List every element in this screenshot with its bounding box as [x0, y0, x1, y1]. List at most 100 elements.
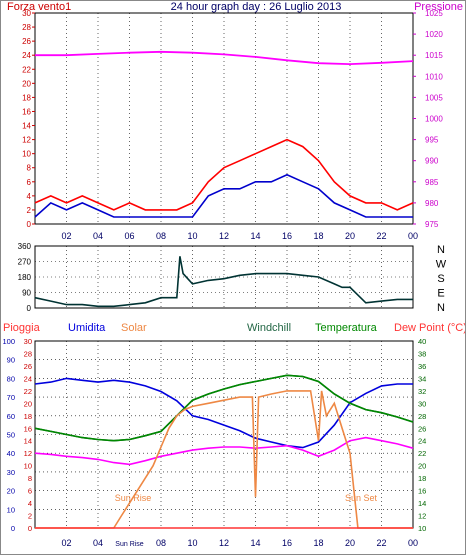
temperature-tick-label: 40	[418, 337, 426, 346]
time-tick-label: 16	[282, 538, 292, 548]
legend-label: Umidita	[68, 322, 106, 334]
pressure-tick-label: 980	[425, 199, 439, 208]
humidity-tick-label: 10	[7, 505, 15, 514]
temperature-tick-label: 18	[418, 474, 426, 483]
humidity-tick-label: 100	[2, 337, 15, 346]
humidity-tick-label: 80	[7, 374, 15, 383]
wind-tick-label: 16	[22, 107, 31, 116]
wind-tick-label: 24	[22, 51, 31, 60]
compass-label: N	[437, 302, 445, 314]
pressure-axis-label: Pressione	[414, 1, 463, 13]
time-tick-label: 06	[124, 231, 134, 241]
wind-tick-label: 6	[27, 178, 32, 187]
pressure-tick-label: 1000	[425, 115, 443, 124]
wind-tick-label: 26	[22, 37, 31, 46]
wind-tick-label: 12	[22, 136, 31, 145]
wind-direction-line	[34, 256, 413, 308]
wind-tick-label: 20	[22, 79, 31, 88]
rain-tick-label: 22	[24, 387, 32, 396]
dew-point-c-line	[34, 436, 414, 466]
temperature-tick-label: 22	[418, 449, 426, 458]
temperature-tick-label: 38	[418, 349, 426, 358]
humidity-tick-label: 20	[7, 487, 15, 496]
wind-tick-label: 4	[27, 192, 32, 201]
legend-label: Pioggia	[3, 322, 41, 334]
pressure-tick-label: 1025	[425, 9, 443, 18]
time-tick-label: 10	[187, 538, 197, 548]
time-tick-label: 14	[250, 231, 260, 241]
temperature-tick-label: 28	[418, 412, 426, 421]
time-tick-label: 10	[187, 231, 197, 241]
temperatura-line	[34, 374, 414, 442]
rain-tick-label: 26	[24, 362, 32, 371]
time-tick-label: 20	[345, 231, 355, 241]
time-tick-label: 20	[345, 538, 355, 548]
rain-tick-label: 14	[24, 437, 32, 446]
temperature-tick-label: 30	[418, 399, 426, 408]
direction-tick-label: 90	[22, 289, 31, 298]
pressure-tick-label: 995	[425, 136, 439, 145]
temperature-tick-label: 26	[418, 424, 426, 433]
legend-label: Temperatura	[315, 322, 378, 334]
humidity-tick-label: 90	[7, 356, 15, 365]
time-tick-label: 22	[376, 231, 386, 241]
rain-tick-label: 10	[24, 462, 32, 471]
temperature-tick-label: 24	[418, 437, 426, 446]
time-tick-label: 02	[61, 538, 71, 548]
pressure-tick-label: 1020	[425, 30, 443, 39]
time-tick-label: 12	[219, 538, 229, 548]
weather-plot-area	[34, 340, 414, 529]
temperature-tick-label: 12	[418, 512, 426, 521]
time-tick-label: 18	[313, 231, 323, 241]
chart-title: 24 hour graph day : 26 Luglio 2013	[171, 1, 342, 13]
legend-label: Windchill	[247, 322, 291, 334]
time-tick-label: 14	[250, 538, 260, 548]
rain-tick-label: 20	[24, 399, 32, 408]
time-tick-label: 04	[93, 231, 103, 241]
humidity-tick-label: 0	[11, 524, 15, 533]
wind-speed-line	[34, 138, 414, 211]
rain-tick-label: 8	[28, 474, 32, 483]
pressure-tick-label: 975	[425, 220, 439, 229]
rain-tick-label: 28	[24, 349, 32, 358]
pressure-tick-label: 1010	[425, 72, 443, 81]
temperature-tick-label: 10	[418, 524, 426, 533]
rain-tick-label: 12	[24, 449, 32, 458]
time-tick-label: 04	[93, 538, 103, 548]
time-tick-label: 08	[156, 538, 166, 548]
humidity-tick-label: 30	[7, 468, 15, 477]
compass-label: N	[437, 244, 445, 256]
humidity-tick-label: 70	[7, 393, 15, 402]
solar-line	[35, 390, 413, 529]
legend-label: Dew Point (°C)	[394, 322, 466, 334]
wind-tick-label: 22	[22, 65, 31, 74]
rain-tick-label: 4	[28, 499, 32, 508]
wind-axis-label: Forza vento1	[7, 1, 71, 13]
time-tick-label: 00	[408, 538, 418, 548]
wind-tick-label: 10	[22, 150, 31, 159]
wind-tick-label: 14	[22, 122, 31, 131]
sunset-annotation: Sun Set	[345, 493, 378, 503]
wind-tick-label: 30	[22, 9, 31, 18]
time-tick-label: 12	[219, 231, 229, 241]
temperature-tick-label: 14	[418, 499, 426, 508]
direction-tick-label: 270	[18, 258, 32, 267]
wind-plot-area	[34, 12, 414, 225]
wind-tick-label: 0	[27, 220, 32, 229]
wind-tick-label: 2	[27, 206, 32, 215]
time-tick-label: 18	[313, 538, 323, 548]
rain-tick-label: 16	[24, 424, 32, 433]
pressure-tick-label: 985	[425, 178, 439, 187]
time-tick-label: 00	[408, 231, 418, 241]
wind-tick-label: 8	[27, 164, 32, 173]
direction-tick-label: 180	[18, 273, 32, 282]
temperature-tick-label: 34	[418, 374, 426, 383]
rain-tick-label: 6	[28, 487, 32, 496]
wind-tick-label: 18	[22, 93, 31, 102]
wind-average-line	[34, 173, 413, 218]
temperature-tick-label: 36	[418, 362, 426, 371]
direction-plot-area	[34, 245, 414, 309]
rain-tick-label: 30	[24, 337, 32, 346]
